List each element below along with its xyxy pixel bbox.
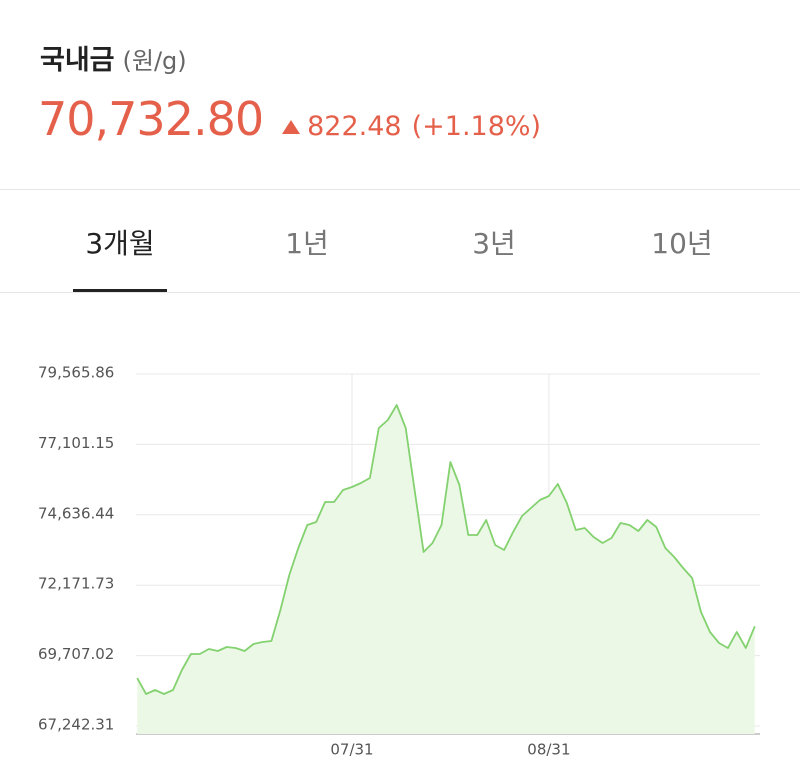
tab[interactable]: 3개월 xyxy=(85,227,155,260)
x-tick-label: 08/31 xyxy=(527,741,570,759)
tab[interactable]: 1년 xyxy=(285,227,329,260)
price-row: 70,732.80 822.48 (+1.18%) xyxy=(38,92,541,146)
unit: (원/g) xyxy=(122,47,187,75)
line xyxy=(136,404,756,695)
title: 국내금 xyxy=(40,45,115,76)
header: 국내금 (원/g) xyxy=(40,38,187,77)
x-tick-label: 07/31 xyxy=(330,741,373,759)
area-fill xyxy=(137,405,755,734)
divider xyxy=(0,189,800,190)
change-pct: (+1.18%) xyxy=(411,111,542,142)
tab-underline xyxy=(73,289,167,292)
price: 70,732.80 xyxy=(38,92,264,146)
y-tick-label: 77,101.15 xyxy=(38,434,114,452)
y-tick-label: 79,565.86 xyxy=(38,364,114,382)
y-tick-label: 72,171.73 xyxy=(38,575,114,593)
change: 822.48 xyxy=(307,111,402,142)
y-tick-label: 74,636.44 xyxy=(38,504,114,522)
tab-bar: 3개월 1년 3년 10년 xyxy=(0,200,800,293)
y-tick-label: 69,707.02 xyxy=(38,645,114,663)
tab[interactable]: 3년 xyxy=(472,227,516,260)
y-tick-label: 67,242.31 xyxy=(38,716,114,734)
tab[interactable]: 10년 xyxy=(651,227,713,260)
up-icon xyxy=(282,120,301,134)
